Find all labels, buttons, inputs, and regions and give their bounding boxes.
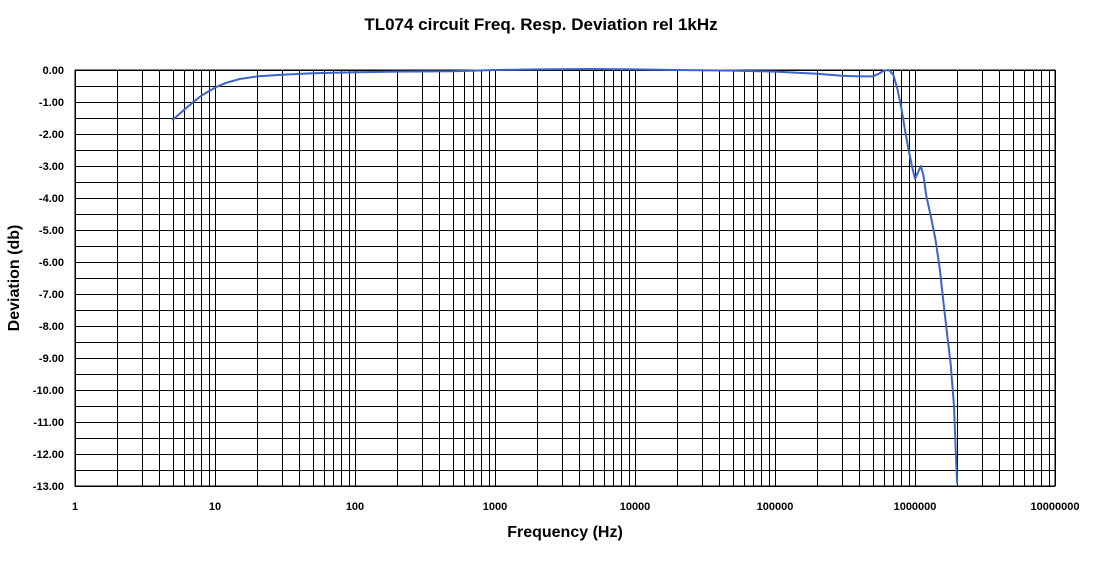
x-tick-label: 10 [209,501,221,513]
x-axis-tick-labels: 1 10 100 1000 10000 100000 1000000 10000000 [72,501,1080,513]
y-tick-label: -12.00 [33,449,64,461]
y-tick-label: -11.00 [33,417,64,429]
y-tick-label: -3.00 [39,161,64,173]
y-axis-tick-labels: 0.00 -1.00 -2.00 -3.00 -4.00 -5.00 -6.00 -7.00 -… [33,65,64,493]
y-tick-label: -13.00 [33,481,64,493]
grid [75,70,1056,487]
y-tick-label: -8.00 [39,321,64,333]
x-tick-label: 10000 [620,501,651,513]
x-tick-label: 1 [72,501,78,513]
y-tick-label: -9.00 [39,353,64,365]
y-tick-label: -1.00 [39,97,64,109]
x-tick-label: 100 [346,501,364,513]
series-line [171,68,959,484]
y-tick-label: -4.00 [39,193,64,205]
y-tick-label: -5.00 [39,225,64,237]
x-tick-label: 1000 [483,501,507,513]
y-tick-label: -6.00 [39,257,64,269]
y-tick-label: 0.00 [43,65,64,77]
x-tick-label: 1000000 [894,501,937,513]
x-axis-title: Frequency (Hz) [507,524,623,541]
series-group [171,68,959,484]
y-axis-title: Deviation (db) [6,225,23,332]
y-tick-label: -10.00 [33,385,64,397]
x-tick-label: 100000 [757,501,794,513]
y-tick-label: -7.00 [39,289,64,301]
x-tick-label: 10000000 [1031,501,1080,513]
chart-title: TL074 circuit Freq. Resp. Deviation rel … [364,15,717,34]
y-tick-label: -2.00 [39,129,64,141]
